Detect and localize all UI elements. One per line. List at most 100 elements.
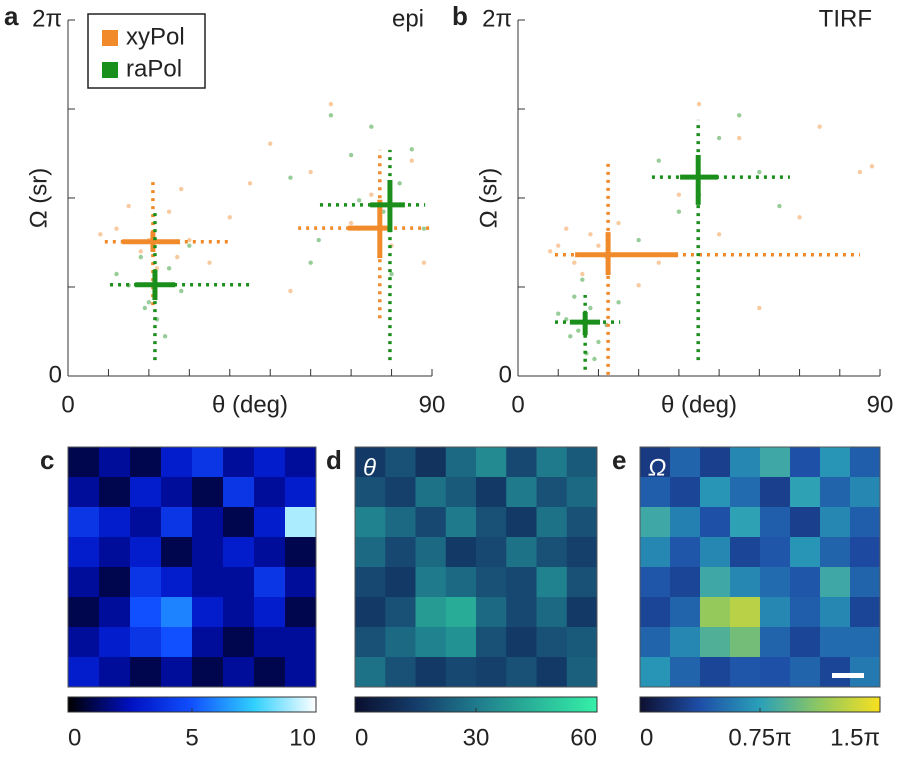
- point: [636, 283, 641, 288]
- cell: [285, 567, 317, 598]
- colorbar-tick-label: 30: [463, 724, 490, 751]
- point: [162, 334, 168, 339]
- cell: [760, 507, 791, 538]
- cell: [223, 597, 255, 628]
- cell: [506, 597, 537, 628]
- point: [564, 226, 569, 231]
- cell: [99, 597, 131, 628]
- cell: [566, 537, 598, 568]
- cell: [670, 627, 701, 658]
- point: [588, 305, 593, 311]
- cell: [223, 507, 255, 538]
- point: [797, 215, 802, 220]
- cell: [506, 447, 537, 478]
- cell: [700, 657, 731, 688]
- colorbar-tick-label: 0: [68, 724, 81, 751]
- cell: [223, 447, 255, 478]
- point: [381, 209, 386, 214]
- cell: [730, 597, 761, 628]
- cell: [254, 447, 286, 478]
- cell: [536, 627, 568, 658]
- cell: [670, 657, 701, 688]
- cell: [850, 447, 881, 478]
- cell: [415, 657, 447, 688]
- point: [166, 209, 172, 214]
- point: [389, 271, 394, 277]
- cell: [254, 627, 286, 658]
- point: [596, 243, 601, 248]
- point: [369, 124, 374, 129]
- colorbar-tick-label: 1.5π: [830, 724, 880, 751]
- point: [138, 254, 143, 260]
- cell: [355, 567, 386, 598]
- point: [126, 203, 131, 209]
- point: [421, 260, 427, 265]
- point: [328, 113, 334, 118]
- cell: [254, 477, 286, 508]
- point: [656, 260, 661, 265]
- cell: [700, 537, 731, 568]
- point: [556, 243, 561, 248]
- cell: [385, 537, 416, 568]
- point: [409, 147, 414, 152]
- cell: [640, 627, 671, 658]
- cell: [760, 627, 791, 658]
- y-tick-label: 0: [499, 361, 512, 388]
- point: [656, 158, 661, 163]
- cell: [476, 537, 507, 568]
- cell: [68, 537, 100, 568]
- cell: [476, 507, 507, 538]
- cell: [790, 657, 821, 688]
- cell: [355, 447, 386, 478]
- cell: [700, 567, 731, 598]
- cell: [566, 657, 598, 688]
- cell: [415, 567, 447, 598]
- legend-label: xyPol: [126, 23, 185, 50]
- cell: [506, 627, 537, 658]
- cell: [640, 507, 671, 538]
- point: [716, 232, 722, 237]
- annotation: TIRF: [819, 5, 872, 32]
- cell: [566, 477, 598, 508]
- cell: [285, 597, 317, 628]
- cell: [130, 507, 162, 538]
- point: [114, 226, 119, 231]
- cell: [536, 477, 568, 508]
- cell: [161, 627, 193, 658]
- cell: [700, 447, 731, 478]
- point: [114, 271, 119, 277]
- x-axis-label: θ (deg): [212, 391, 288, 418]
- y-tick-label: 2π: [32, 5, 62, 32]
- legend-swatch: [102, 62, 118, 78]
- cell: [99, 477, 131, 508]
- cell: [566, 507, 598, 538]
- cell: [254, 567, 286, 598]
- cell: [670, 597, 701, 628]
- panel-label: d: [326, 445, 342, 475]
- cell: [192, 507, 224, 538]
- x-axis-label: θ (deg): [661, 391, 737, 418]
- cell: [640, 447, 671, 478]
- y-axis-label: Ω (sr): [25, 168, 52, 229]
- point: [409, 158, 414, 163]
- cell: [415, 447, 447, 478]
- cell: [506, 567, 537, 598]
- cell: [355, 597, 386, 628]
- cell: [850, 477, 881, 508]
- cell: [850, 657, 881, 688]
- cell: [820, 567, 851, 598]
- point: [817, 124, 822, 129]
- x-tick-label: 90: [867, 391, 894, 418]
- cell: [254, 657, 286, 688]
- cell: [730, 507, 761, 538]
- cell: [476, 447, 507, 478]
- cell: [536, 507, 568, 538]
- point: [142, 305, 148, 311]
- cell: [445, 567, 477, 598]
- cell: [192, 627, 224, 658]
- cell: [355, 507, 386, 538]
- cell: [192, 567, 224, 598]
- cell: [130, 657, 162, 688]
- point: [696, 101, 702, 107]
- cell: [476, 657, 507, 688]
